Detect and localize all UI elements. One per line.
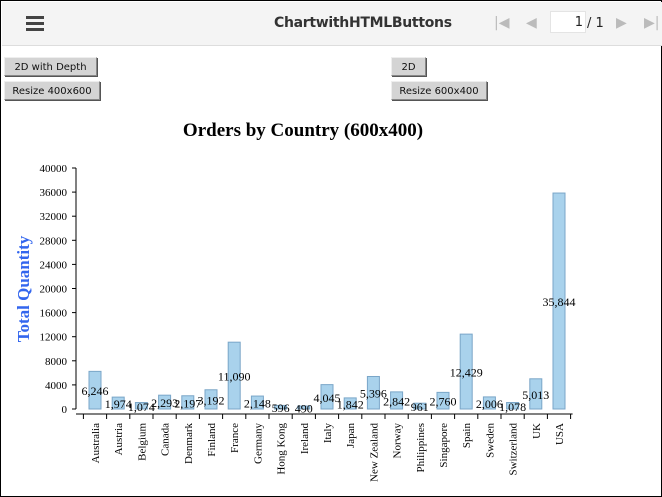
x-tick-label: USA <box>554 423 566 445</box>
data-label: 11,090 <box>218 370 251 384</box>
y-tick-label: 16000 <box>40 308 68 320</box>
x-tick-label: Sweden <box>484 423 496 458</box>
x-tick-label: Denmark <box>183 423 195 464</box>
x-tick-label: Japan <box>345 423 357 449</box>
bar-japan <box>343 397 357 410</box>
previous-page-icon[interactable]: ◀ <box>526 15 537 31</box>
chart-title: Orders by Country (600x400) <box>183 120 423 141</box>
y-tick-label: 24000 <box>40 259 68 271</box>
x-tick-label: Singapore <box>438 423 450 468</box>
data-label: 961 <box>411 400 429 414</box>
bar-australia <box>88 370 102 410</box>
y-tick-label: 12000 <box>40 332 68 344</box>
bar-singapore <box>436 391 450 410</box>
bar-switzerland <box>506 402 520 410</box>
bar-italy <box>320 384 334 410</box>
data-label: 3,192 <box>198 393 225 407</box>
bar-uk <box>529 378 543 410</box>
y-tick-label: 28000 <box>40 235 68 247</box>
bar-germany <box>250 395 264 410</box>
2d-button[interactable]: 2D <box>391 57 426 76</box>
y-tick-label: 36000 <box>40 187 68 199</box>
bar-spain <box>459 333 473 410</box>
bar-denmark <box>181 395 195 410</box>
bar-austria <box>111 396 125 410</box>
toolbar: ChartwithHTMLButtons |◀ ◀ 1 / 1 ▶ ▶| <box>2 2 662 46</box>
data-label: 35,844 <box>543 295 576 309</box>
y-tick-label: 40000 <box>40 163 68 175</box>
data-label: 6,246 <box>82 384 109 398</box>
bar-hong-kong <box>274 404 288 410</box>
data-label: 1,974 <box>105 397 132 411</box>
data-label: 2,197 <box>174 396 201 410</box>
bar-usa <box>552 192 566 410</box>
x-tick-label: Norway <box>392 423 404 459</box>
x-tick-label: Austria <box>113 423 125 456</box>
bar-philippines <box>413 402 427 410</box>
y-tick-label: 20000 <box>40 284 68 296</box>
page-number-input[interactable]: 1 <box>550 11 586 33</box>
bar-sweden <box>482 396 496 410</box>
x-tick-label: Italy <box>322 423 334 444</box>
data-label: 5,013 <box>522 388 549 402</box>
y-tick-label: 32000 <box>40 211 68 223</box>
bar-canada <box>158 394 172 410</box>
bar-france <box>227 341 241 410</box>
resize-600x400-button[interactable]: Resize 600x400 <box>391 81 487 100</box>
data-label: 1,074 <box>128 400 155 414</box>
data-label: 12,429 <box>450 366 483 380</box>
hamburger-menu-icon[interactable] <box>26 16 44 34</box>
page-total: / 1 <box>587 16 604 31</box>
data-label: 2,148 <box>244 397 271 411</box>
x-tick-label: France <box>229 423 241 453</box>
x-tick-label: Finland <box>206 423 218 457</box>
data-label: 4,045 <box>314 391 341 405</box>
x-tick-label: Australia <box>90 423 102 463</box>
y-axis-title: Total Quantity <box>14 235 33 342</box>
data-label: 1,078 <box>499 400 526 414</box>
2d-with-depth-button[interactable]: 2D with Depth <box>4 57 97 76</box>
y-tick-label: 0 <box>62 404 68 416</box>
data-label: 2,760 <box>430 395 457 409</box>
last-page-icon[interactable]: ▶| <box>644 15 660 31</box>
y-tick-label: 8000 <box>45 356 68 368</box>
x-tick-label: Germany <box>252 423 264 464</box>
report-title: ChartwithHTMLButtons <box>274 15 452 31</box>
x-tick-label: Canada <box>160 423 172 456</box>
x-tick-label: Belgium <box>136 423 148 461</box>
data-label: 596 <box>272 401 290 415</box>
bar-ireland <box>297 405 311 410</box>
first-page-icon[interactable]: |◀ <box>494 15 510 31</box>
x-tick-label: Switzerland <box>508 423 520 476</box>
y-tick-label: 4000 <box>45 380 68 392</box>
resize-400x600-button[interactable]: Resize 400x600 <box>4 81 100 100</box>
x-tick-label: New Zealand <box>368 423 380 482</box>
bar-belgium <box>134 402 148 410</box>
data-label: 490 <box>295 402 313 416</box>
bar-norway <box>390 391 404 410</box>
next-page-icon[interactable]: ▶ <box>616 15 627 31</box>
data-label: 2,842 <box>383 394 410 408</box>
x-tick-label: Hong Kong <box>276 423 288 475</box>
x-tick-label: UK <box>531 423 543 439</box>
data-label: 5,396 <box>360 387 387 401</box>
bar-finland <box>204 389 218 410</box>
x-tick-label: Philippines <box>415 423 427 473</box>
x-tick-label: Spain <box>461 423 473 449</box>
x-tick-label: Ireland <box>299 423 311 455</box>
bar-new-zealand <box>366 375 380 410</box>
data-label: 2,293 <box>151 396 178 410</box>
data-label: 2,006 <box>476 397 503 411</box>
data-label: 1,842 <box>337 397 364 411</box>
